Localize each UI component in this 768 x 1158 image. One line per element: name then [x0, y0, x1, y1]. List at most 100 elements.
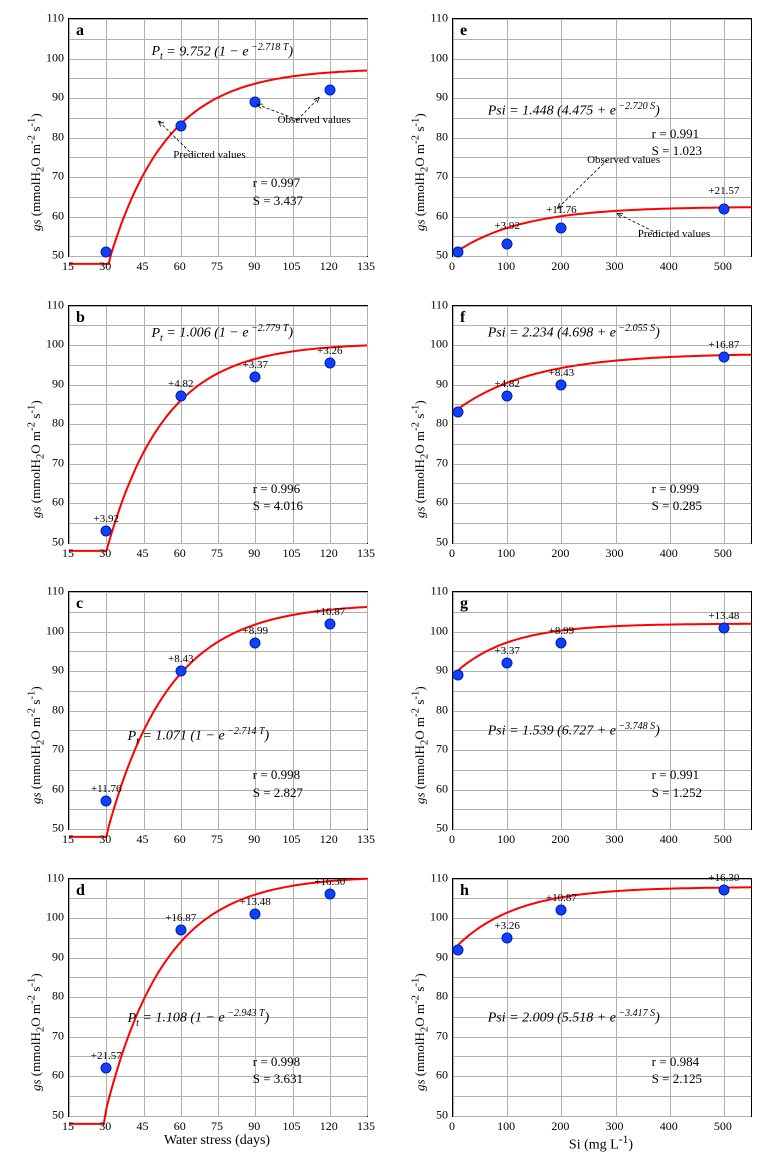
- y-tick-label: 100: [38, 910, 64, 925]
- fit-statistics: r = 0.991S = 1.023: [652, 125, 702, 160]
- formula: Pt = 1.071 (1 − e −2.714 T): [128, 726, 270, 746]
- point-label: +3.26: [317, 345, 342, 357]
- fit-statistics: r = 0.997S = 3.437: [253, 174, 303, 209]
- data-point: [556, 379, 567, 390]
- x-tick-label: 60: [174, 259, 186, 274]
- panel-letter: g: [460, 595, 468, 613]
- x-tick-label: 45: [137, 1119, 149, 1134]
- data-point: [556, 905, 567, 916]
- y-tick-label: 100: [38, 50, 64, 65]
- x-tick-label: 75: [211, 259, 223, 274]
- formula: Pt = 1.108 (1 − e −2.943 T): [128, 1008, 270, 1028]
- x-tick-label: 400: [660, 1119, 678, 1134]
- x-tick-label: 45: [137, 832, 149, 847]
- x-tick-label: 500: [714, 832, 732, 847]
- point-label: +16.30: [314, 876, 345, 888]
- x-tick-label: 100: [497, 546, 515, 561]
- data-point: [250, 371, 261, 382]
- y-tick-label: 90: [38, 949, 64, 964]
- y-tick-label: 100: [38, 337, 64, 352]
- y-tick-label: 110: [422, 870, 448, 885]
- x-tick-label: 100: [497, 1119, 515, 1134]
- plot-area: +21.57+16.87+13.48+16.30: [68, 878, 368, 1117]
- x-tick-label: 0: [449, 1119, 455, 1134]
- point-label: +21.57: [91, 1050, 122, 1062]
- x-tick-label: 300: [606, 1119, 624, 1134]
- x-tick-label: 105: [283, 546, 301, 561]
- fit-statistics: r = 0.998S = 2.827: [253, 766, 303, 801]
- x-tick-label: 60: [174, 546, 186, 561]
- x-tick-label: 75: [211, 832, 223, 847]
- y-axis-label: gs (mmolH2O m-2 s-1): [410, 973, 431, 1091]
- x-tick-label: 105: [283, 259, 301, 274]
- x-tick-label: 120: [320, 259, 338, 274]
- x-tick-label: 30: [99, 1119, 111, 1134]
- data-point: [718, 351, 729, 362]
- panel-letter: b: [76, 309, 85, 327]
- y-tick-label: 50: [38, 1107, 64, 1122]
- x-tick-label: 60: [174, 1119, 186, 1134]
- x-tick-label: 135: [357, 259, 375, 274]
- formula: Pt = 1.006 (1 − e −2.779 T): [151, 323, 293, 343]
- data-point: [502, 932, 513, 943]
- y-tick-label: 90: [422, 663, 448, 678]
- panel-letter: f: [460, 309, 465, 327]
- data-point: [718, 885, 729, 896]
- panel-e: +3.92+11.76+21.57Observed valuesPredicte…: [394, 10, 758, 285]
- fitted-curve: [69, 879, 367, 1116]
- data-point: [324, 889, 335, 900]
- x-tick-label: 105: [283, 832, 301, 847]
- x-tick-label: 90: [248, 259, 260, 274]
- x-tick-label: 200: [551, 546, 569, 561]
- y-axis-label: gs (mmolH2O m-2 s-1): [26, 114, 47, 232]
- x-tick-label: 0: [449, 546, 455, 561]
- x-tick-label: 400: [660, 832, 678, 847]
- point-label: +3.26: [494, 920, 519, 932]
- point-label: +8.99: [243, 625, 268, 637]
- x-tick-label: 75: [211, 1119, 223, 1134]
- data-point: [101, 525, 112, 536]
- panel-letter: h: [460, 882, 469, 900]
- y-tick-label: 50: [422, 821, 448, 836]
- data-point: [453, 944, 464, 955]
- fitted-curve: [453, 879, 751, 1116]
- x-tick-label: 200: [551, 832, 569, 847]
- x-tick-label: 135: [357, 1119, 375, 1134]
- y-tick-label: 110: [422, 584, 448, 599]
- data-point: [175, 924, 186, 935]
- y-tick-label: 100: [422, 50, 448, 65]
- point-label: +13.48: [240, 896, 271, 908]
- point-label: +10.87: [314, 606, 345, 618]
- plot-area: +3.37+8.99+13.48: [452, 591, 752, 830]
- point-label: +16.87: [708, 339, 739, 351]
- x-tick-label: 45: [137, 259, 149, 274]
- y-tick-label: 50: [422, 248, 448, 263]
- fit-statistics: r = 0.996S = 4.016: [253, 480, 303, 515]
- y-tick-label: 50: [38, 248, 64, 263]
- x-tick-label: 100: [497, 832, 515, 847]
- panel-f: +4.82+8.43+16.87010020030040050050607080…: [394, 297, 758, 572]
- panel-b: +3.92+4.82+3.37+3.2615304560759010512013…: [10, 297, 374, 572]
- point-label: +8.43: [168, 653, 193, 665]
- data-point: [250, 638, 261, 649]
- y-axis-label: gs (mmolH2O m-2 s-1): [26, 973, 47, 1091]
- x-tick-label: 200: [551, 259, 569, 274]
- y-tick-label: 110: [422, 11, 448, 26]
- point-label: +13.48: [708, 610, 739, 622]
- fitted-curve: [453, 592, 751, 829]
- y-tick-label: 100: [38, 623, 64, 638]
- x-tick-label: 90: [248, 546, 260, 561]
- panel-letter: e: [460, 22, 467, 40]
- x-tick-label: 120: [320, 1119, 338, 1134]
- x-tick-label: 105: [283, 1119, 301, 1134]
- y-tick-label: 110: [38, 870, 64, 885]
- x-tick-label: 300: [606, 546, 624, 561]
- x-tick-label: 0: [449, 832, 455, 847]
- y-axis-label: gs (mmolH2O m-2 s-1): [410, 114, 431, 232]
- formula: Psi = 2.009 (5.518 + e −3.417 S): [488, 1008, 660, 1027]
- x-tick-label: 0: [449, 259, 455, 274]
- y-tick-label: 50: [422, 1107, 448, 1122]
- x-tick-label: 300: [606, 259, 624, 274]
- x-tick-label: 120: [320, 546, 338, 561]
- x-tick-label: 400: [660, 259, 678, 274]
